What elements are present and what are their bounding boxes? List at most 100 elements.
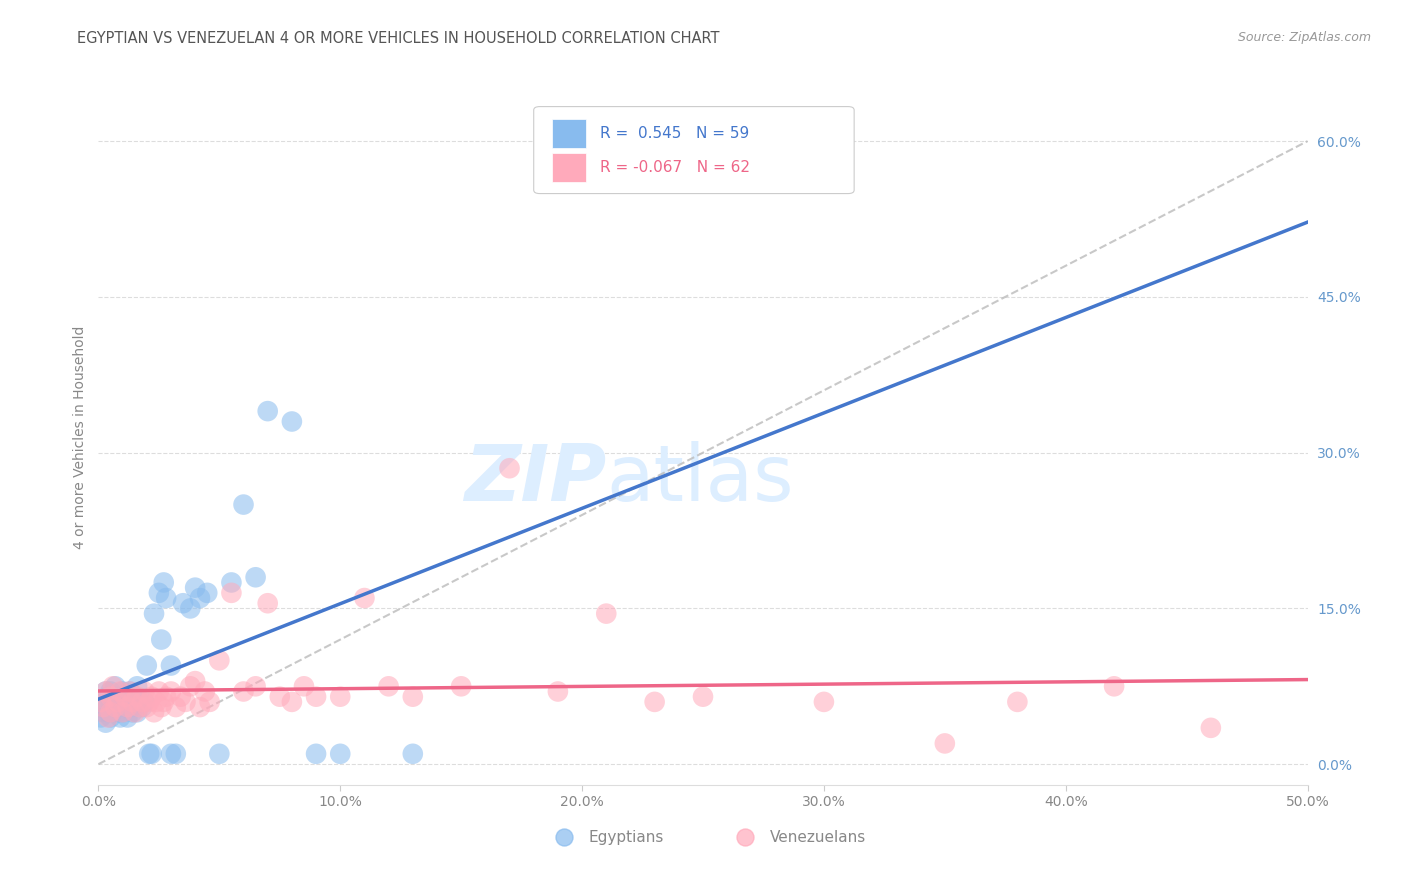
Point (329, 690, 352, 704)
Point (117, 695, 139, 709)
Point (107, 706, 129, 720)
Point (114, 700, 136, 714)
Point (692, 690, 714, 704)
Point (148, 586, 170, 600)
Point (91, 700, 114, 714)
Point (165, 700, 187, 714)
Point (1381, 835, 1403, 849)
Point (128, 700, 150, 714)
Point (97, 706, 120, 720)
Point (111, 684, 134, 698)
Point (100, 710, 122, 724)
Point (232, 498, 254, 512)
Point (100, 690, 122, 704)
Point (245, 679, 267, 693)
Point (256, 596, 278, 610)
Point (121, 700, 143, 714)
Point (292, 679, 315, 693)
Point (131, 700, 153, 714)
Point (104, 695, 127, 709)
Point (107, 695, 129, 709)
Point (547, 684, 569, 698)
Point (127, 690, 149, 704)
Point (1102, 679, 1125, 693)
Point (305, 690, 328, 704)
Point (134, 695, 156, 709)
Point (402, 690, 425, 704)
Point (104, 679, 127, 693)
Point (232, 684, 254, 698)
Point (160, 684, 183, 698)
Point (1199, 721, 1222, 735)
Point (644, 695, 666, 709)
Point (305, 747, 328, 761)
Point (595, 607, 617, 621)
Point (101, 679, 124, 693)
Point (117, 710, 139, 724)
Text: Source: ZipAtlas.com: Source: ZipAtlas.com (1237, 31, 1371, 45)
Point (141, 690, 163, 704)
Point (172, 596, 194, 610)
Point (281, 695, 304, 709)
Point (94, 684, 117, 698)
Point (117, 700, 139, 714)
FancyBboxPatch shape (534, 106, 855, 194)
Point (402, 747, 425, 761)
Point (269, 690, 291, 704)
Point (450, 679, 472, 693)
Point (160, 658, 183, 673)
Point (111, 706, 134, 720)
Text: atlas: atlas (606, 441, 794, 516)
Point (165, 747, 187, 761)
Point (108, 695, 131, 709)
Point (194, 684, 217, 698)
Point (1018, 835, 1040, 849)
Point (131, 695, 153, 709)
Point (377, 679, 399, 693)
Point (121, 706, 143, 720)
Point (127, 679, 149, 693)
Point (179, 601, 201, 615)
Text: ZIP: ZIP (464, 441, 606, 516)
Text: Egyptians: Egyptians (588, 830, 664, 845)
Point (104, 700, 127, 714)
Point (134, 684, 156, 698)
Point (114, 690, 136, 704)
Text: R =  0.545   N = 59: R = 0.545 N = 59 (600, 126, 749, 141)
Point (108, 684, 131, 698)
Point (143, 706, 166, 720)
Point (135, 700, 157, 714)
Point (90, 695, 112, 709)
Point (813, 695, 835, 709)
Point (245, 570, 267, 584)
Point (135, 658, 157, 673)
Point (148, 684, 170, 698)
Point (118, 684, 141, 698)
Point (221, 586, 243, 600)
Point (208, 653, 231, 667)
Point (101, 700, 124, 714)
Text: R = -0.067   N = 62: R = -0.067 N = 62 (600, 160, 751, 175)
Point (118, 684, 141, 698)
Point (143, 607, 166, 621)
Point (127, 706, 149, 720)
Point (198, 695, 221, 709)
Point (111, 706, 134, 720)
Point (90, 710, 112, 724)
Point (101, 706, 124, 720)
Point (108, 710, 131, 724)
Point (195, 586, 218, 600)
Point (91, 706, 114, 720)
Point (114, 690, 136, 704)
Point (208, 747, 231, 761)
Point (256, 404, 278, 418)
Point (100, 695, 122, 709)
Text: EGYPTIAN VS VENEZUELAN 4 OR MORE VEHICLES IN HOUSEHOLD CORRELATION CHART: EGYPTIAN VS VENEZUELAN 4 OR MORE VEHICLE… (77, 31, 720, 46)
Point (184, 581, 207, 595)
Point (329, 747, 352, 761)
Point (1007, 695, 1029, 709)
Point (498, 461, 520, 475)
Point (353, 591, 375, 605)
Point (121, 695, 143, 709)
Point (152, 575, 174, 590)
